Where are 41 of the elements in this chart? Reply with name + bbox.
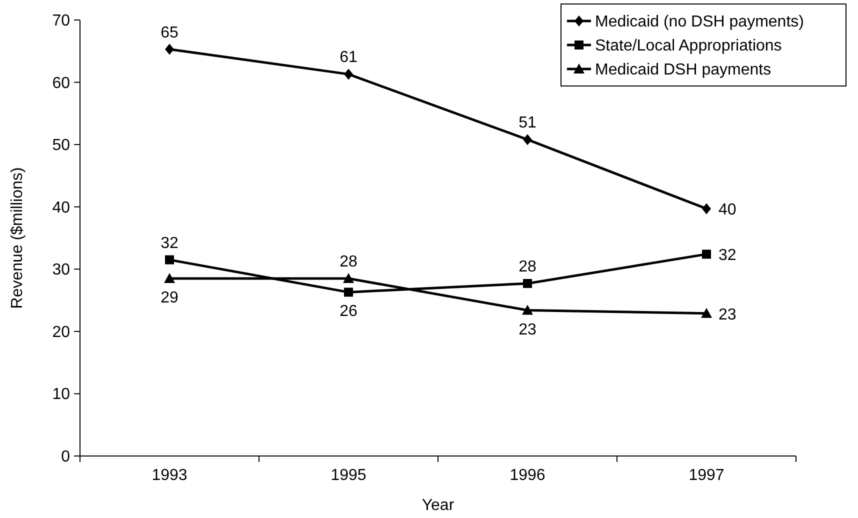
data-label: 28	[340, 253, 358, 270]
data-label: 61	[340, 49, 358, 66]
x-tick-label: 1995	[330, 467, 366, 484]
point	[522, 304, 533, 315]
data-label: 51	[518, 114, 536, 132]
data-label: 65	[160, 24, 178, 42]
y-tick-label: 40	[52, 199, 70, 216]
point	[701, 308, 712, 318]
point	[344, 68, 353, 80]
data-label: 23	[718, 306, 736, 324]
point	[702, 250, 711, 259]
point	[165, 44, 174, 55]
y-tick-label: 30	[52, 262, 70, 279]
data-label: 26	[340, 303, 358, 320]
point	[344, 288, 353, 297]
data-label: 32	[160, 234, 178, 252]
y-tick-label: 20	[52, 324, 70, 341]
data-label: 32	[718, 247, 736, 264]
point	[523, 134, 532, 146]
point	[165, 255, 174, 264]
point	[164, 272, 175, 283]
legend-label: Medicaid DSH payments	[595, 62, 772, 78]
legend-label: State/Local Appropriations	[595, 38, 782, 54]
y-tick-label: 0	[61, 448, 70, 466]
y-tick-label: 60	[52, 74, 70, 92]
y-tick-label: 10	[52, 386, 70, 404]
data-label: 28	[518, 258, 536, 276]
x-tick-label: 1997	[688, 467, 724, 484]
point	[343, 272, 354, 283]
x-tick-label: 1996	[510, 467, 546, 484]
x-axis-title: Year	[422, 497, 455, 514]
data-label: 29	[160, 289, 178, 306]
y-tick-label: 50	[52, 137, 70, 154]
y-tick-label: 70	[52, 12, 70, 30]
data-label: 40	[718, 202, 736, 219]
legend-label: Medicaid (no DSH payments)	[595, 14, 804, 30]
x-tick-label: 1993	[152, 467, 188, 484]
point	[702, 203, 711, 214]
point	[523, 278, 532, 288]
data-label: 23	[518, 321, 536, 338]
y-axis-title: Revenue ($millions)	[9, 167, 26, 309]
